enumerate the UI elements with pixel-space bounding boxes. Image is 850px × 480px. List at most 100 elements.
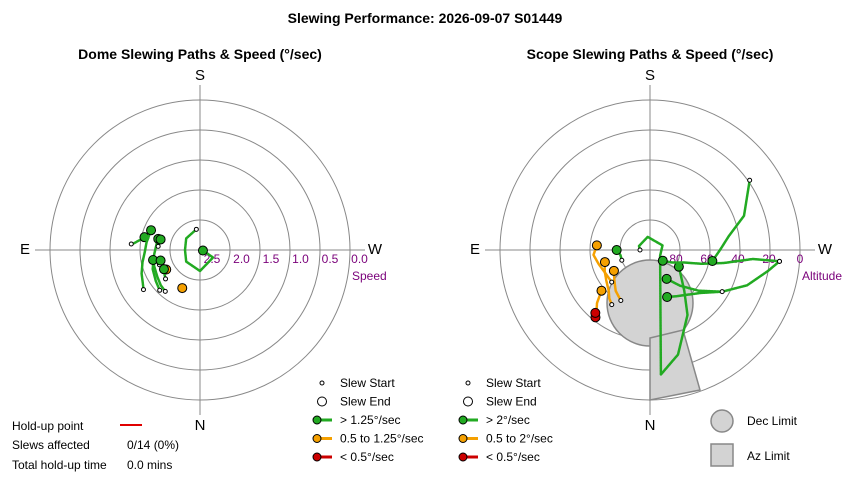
scope-slew-path: [661, 257, 781, 266]
slews-affected-label: Slews affected: [12, 438, 90, 452]
dome-slews: [128, 225, 215, 294]
dome-slew-start: [155, 243, 161, 249]
scope-legend-fast-marker: [458, 415, 468, 425]
scope-slew-path: [603, 260, 614, 306]
scope-slew-end: [591, 240, 602, 251]
scope-slew-start: [618, 298, 624, 304]
dome-slew-end: [146, 225, 157, 236]
dec-limit-legend-marker: [710, 409, 734, 433]
dome-legend-start-marker: [319, 380, 325, 386]
dome-compass-n: N: [195, 417, 206, 434]
scope-legend-label: 0.5 to 2°/sec: [486, 432, 553, 446]
dome-compass-s: S: [195, 67, 205, 84]
scope-legend-slow-marker: [458, 452, 468, 462]
dome-panel: Dome Slewing Paths & Speed (°/sec) S W N…: [20, 46, 387, 434]
dome-compass-e: E: [20, 241, 30, 258]
total-holdup-value: 0.0 mins: [127, 458, 172, 472]
dome-slew-start: [163, 276, 169, 282]
dome-slew-path: [140, 228, 153, 291]
scope-legend: Slew Start Slew End > 2°/sec 0.5 to 2°/sec <…: [458, 376, 553, 464]
dome-legend-end-marker: [317, 396, 327, 407]
scope-slew-start: [747, 177, 753, 183]
scope-compass-w: W: [818, 241, 833, 258]
scope-slew-end: [596, 285, 607, 296]
scope-compass-s: S: [645, 67, 655, 84]
dome-legend-slow-marker: [312, 452, 322, 462]
dome-legend: Slew Start Slew End > 1.25°/sec 0.5 to 1.25…: [312, 376, 424, 464]
dome-legend-label: Slew Start: [340, 376, 395, 390]
holdup-point-label: Hold-up point: [12, 419, 84, 433]
dome-legend-medium-marker: [312, 434, 322, 443]
dome-legend-fast-marker: [312, 415, 322, 425]
scope-slew-end: [657, 255, 668, 266]
scope-slew-end: [608, 265, 619, 276]
dome-slew-start: [157, 287, 163, 293]
scope-slew-end: [599, 257, 610, 268]
scope-altitude-axis-label: Altitude: [802, 269, 842, 283]
az-limit-legend-marker: [710, 443, 734, 467]
dome-grid: [35, 85, 365, 415]
dome-tick-label: 2.0: [233, 252, 250, 266]
dome-slew-end: [197, 245, 208, 256]
dome-speed-ticks: 2.5 2.0 1.5 1.0 0.5 0.0: [204, 252, 369, 266]
dome-slew-path: [183, 228, 215, 273]
scope-slew-path: [637, 235, 689, 376]
dome-tick-label: 0.5: [322, 252, 339, 266]
scope-slew-start: [609, 279, 615, 285]
dome-legend-label: 0.5 to 1.25°/sec: [340, 432, 424, 446]
scope-tick-label: 40: [731, 252, 745, 266]
scope-legend-medium-marker: [458, 434, 468, 443]
scope-legend-label: Slew End: [486, 395, 537, 409]
dome-slew-start: [128, 241, 134, 247]
dome-slew-end: [155, 255, 166, 266]
scope-slew-end: [661, 273, 672, 284]
total-holdup-label: Total hold-up time: [12, 458, 107, 472]
dome-slew-end: [177, 283, 188, 294]
limits-legend: Dec Limit Az Limit: [710, 409, 798, 467]
scope-slew-start: [609, 302, 615, 308]
dome-legend-label: > 1.25°/sec: [340, 413, 401, 427]
holdup-info: Hold-up point Slews affected 0/14 (0%) T…: [12, 419, 179, 472]
dome-slew-end: [155, 234, 166, 245]
scope-legend-label: > 2°/sec: [486, 413, 530, 427]
dome-slew-start: [162, 288, 168, 294]
dec-limit-legend-label: Dec Limit: [747, 414, 798, 428]
scope-slew-end: [707, 255, 718, 266]
scope-slew-start: [777, 258, 783, 264]
scope-compass-e: E: [470, 241, 480, 258]
figure-title: Slewing Performance: 2026-09-07 S01449: [288, 10, 563, 26]
dome-slew-start: [193, 226, 199, 232]
scope-slew-end: [611, 245, 622, 255]
dome-legend-label: < 0.5°/sec: [340, 450, 394, 464]
scope-slews: [590, 177, 783, 376]
scope-tick-label: 0: [797, 252, 804, 266]
az-limit-zone: [649, 329, 701, 401]
scope-tick-label: 20: [762, 252, 776, 266]
scope-slew-start: [719, 289, 725, 295]
scope-slew-start: [619, 257, 625, 263]
scope-slew-path: [665, 290, 724, 299]
scope-slew-end: [662, 291, 673, 302]
dome-tick-label: 1.5: [263, 252, 280, 266]
dome-tick-label: 0.0: [351, 252, 368, 266]
dome-slew-start: [140, 287, 146, 293]
scope-title: Scope Slewing Paths & Speed (°/sec): [527, 46, 774, 62]
scope-panel: Scope Slewing Paths & Speed (°/sec) S W …: [470, 46, 842, 434]
scope-legend-label: Slew Start: [486, 376, 541, 390]
az-limit-legend-label: Az Limit: [747, 449, 790, 463]
dome-title: Dome Slewing Paths & Speed (°/sec): [78, 46, 322, 62]
scope-slew-end: [590, 307, 601, 318]
scope-legend-end-marker: [463, 396, 473, 407]
scope-slew-path: [592, 244, 613, 284]
scope-limit-zones: [606, 259, 701, 401]
scope-legend-start-marker: [465, 380, 471, 386]
dome-slew-end: [158, 264, 169, 275]
scope-slew-start: [637, 247, 643, 253]
scope-slew-path: [711, 178, 751, 263]
dome-compass-w: W: [368, 241, 383, 258]
scope-legend-label: < 0.5°/sec: [486, 450, 540, 464]
slews-affected-value: 0/14 (0%): [127, 438, 179, 452]
dome-legend-label: Slew End: [340, 395, 391, 409]
dome-speed-axis-label: Speed: [352, 269, 387, 283]
